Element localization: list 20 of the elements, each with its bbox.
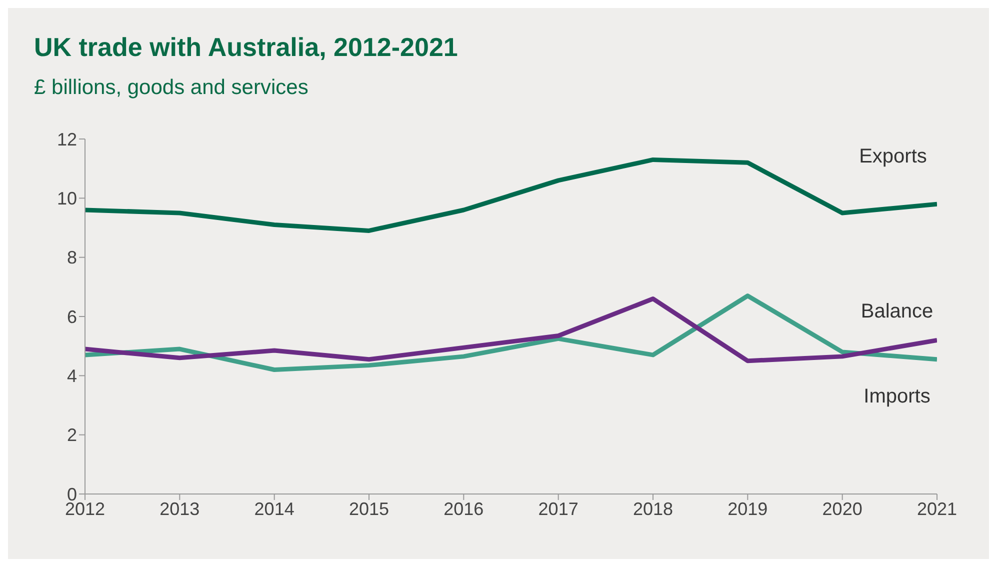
y-tick-label: 8 [66, 248, 77, 268]
y-tick-label: 6 [66, 306, 77, 327]
x-tick-label: 2021 [916, 498, 958, 519]
chart-subtitle: £ billions, goods and services [34, 76, 308, 100]
y-tick-label: 4 [66, 366, 77, 386]
chart-title: UK trade with Australia, 2012-2021 [34, 32, 458, 63]
series-label: Balance [860, 300, 934, 322]
series-label: Imports [864, 386, 930, 408]
x-tick-label: 2015 [348, 498, 390, 519]
x-tick-label: 2014 [254, 498, 294, 519]
x-tick-label: 2018 [632, 498, 674, 519]
y-tick-label: 2 [66, 425, 77, 446]
y-tick-label: 12 [56, 129, 77, 150]
y-tick-label: 10 [56, 188, 77, 209]
x-tick-label: 2016 [444, 498, 484, 519]
x-tick-label: 2019 [728, 498, 768, 519]
x-tick-label: 2013 [160, 498, 200, 519]
series-label: Exports [859, 145, 927, 168]
x-tick-label: 2020 [822, 498, 862, 519]
x-tick-label: 2017 [538, 498, 578, 519]
